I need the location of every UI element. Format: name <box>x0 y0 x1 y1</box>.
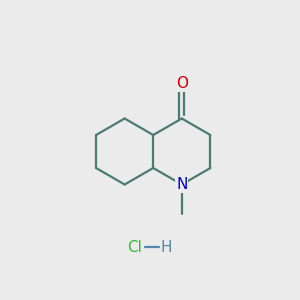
Text: N: N <box>176 177 188 192</box>
Text: Cl: Cl <box>127 240 142 255</box>
Text: O: O <box>176 76 188 91</box>
Text: H: H <box>160 240 172 255</box>
